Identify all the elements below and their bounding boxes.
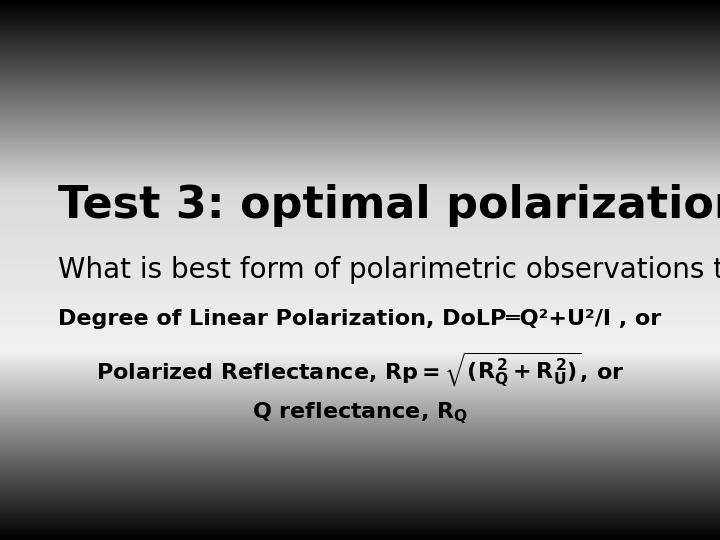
Text: Test 3: optimal polarization metric: Test 3: optimal polarization metric (58, 184, 720, 227)
Text: What is best form of polarimetric observations to use?: What is best form of polarimetric observ… (58, 256, 720, 284)
Text: Degree of Linear Polarization, DoLP═Q²+U²/I , or: Degree of Linear Polarization, DoLP═Q²+U… (58, 308, 662, 329)
Text: Polarized Reflectance, Rp$\mathbf{=\sqrt{(R_Q^{\,2} + R_U^{\,2})}}$, or: Polarized Reflectance, Rp$\mathbf{=\sqrt… (96, 350, 624, 389)
Text: Q reflectance, R$_\mathbf{Q}$: Q reflectance, R$_\mathbf{Q}$ (252, 400, 468, 426)
